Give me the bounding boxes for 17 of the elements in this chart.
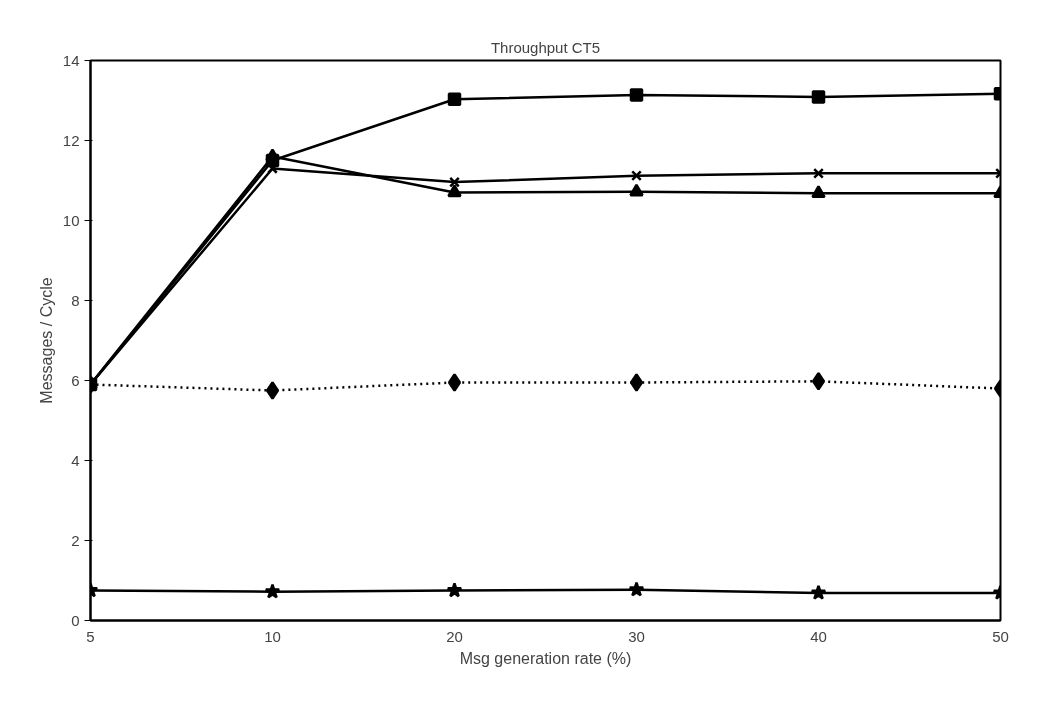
y-tick-label: 6 xyxy=(71,371,80,389)
x-tick-label: 10 xyxy=(264,627,281,645)
x-axis-title: Msg generation rate (%) xyxy=(459,649,632,667)
x-tick-label: 30 xyxy=(628,627,645,645)
y-tick-label: 4 xyxy=(71,451,80,469)
y-tick-label: 14 xyxy=(62,51,80,69)
y-axis-title: Messages / Cycle xyxy=(37,277,55,404)
x-tick-label: 50 xyxy=(992,627,1009,645)
x-tick-label: 20 xyxy=(446,627,463,645)
y-tick-label: 12 xyxy=(62,131,80,149)
chart-title: Throughput CT5 xyxy=(490,38,601,56)
x-tick-label: 40 xyxy=(810,627,827,645)
y-tick-label: 8 xyxy=(71,291,80,309)
x-tick-label: 5 xyxy=(86,627,95,645)
y-tick-label: 10 xyxy=(62,211,80,229)
y-tick-label: 0 xyxy=(71,611,80,629)
y-tick-label: 2 xyxy=(71,531,80,549)
